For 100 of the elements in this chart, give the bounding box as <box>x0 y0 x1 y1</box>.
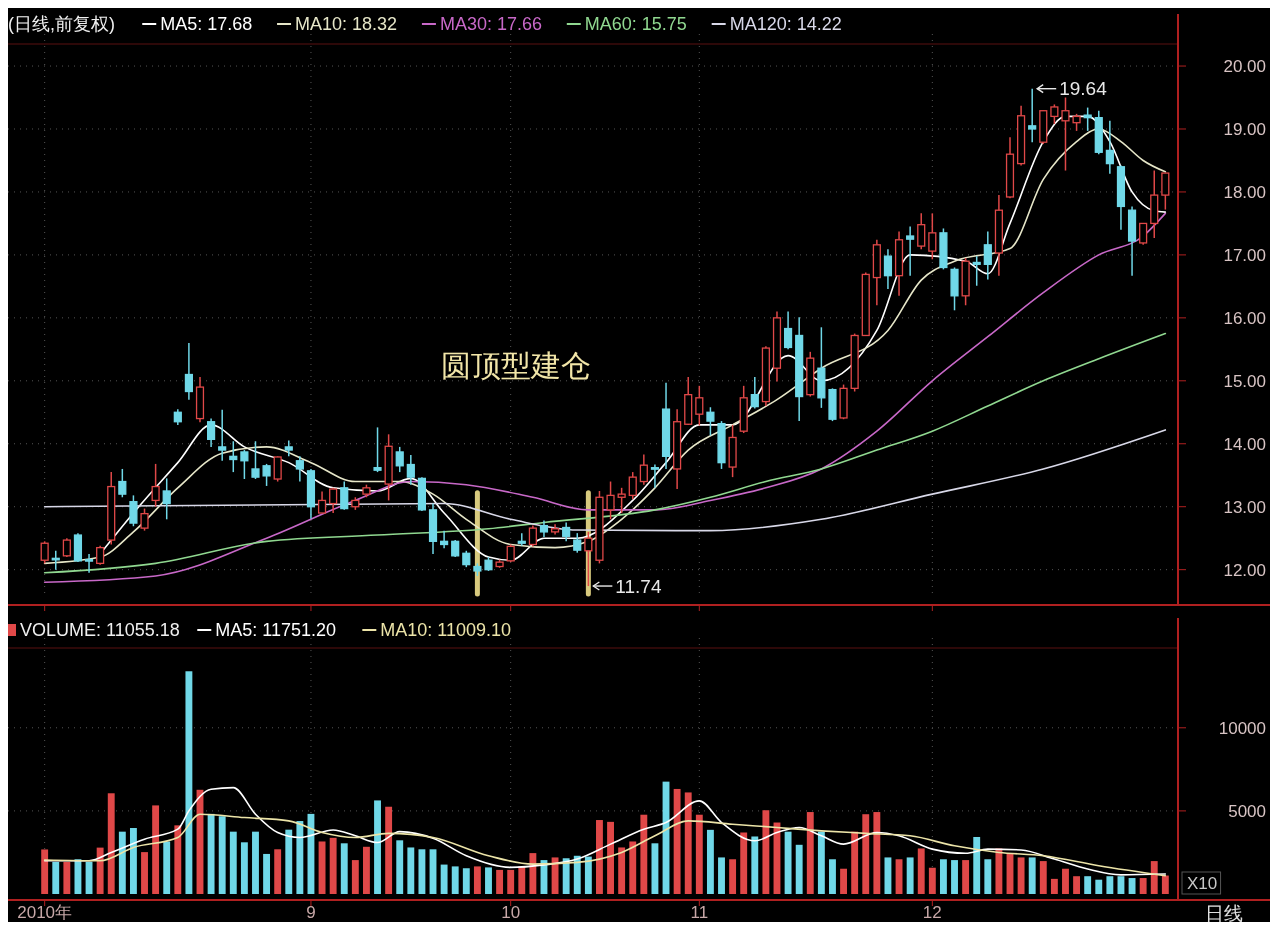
candlestick <box>1061 96 1070 172</box>
bar <box>462 868 470 894</box>
y-tick-label: 18.00 <box>1223 182 1266 202</box>
candlestick <box>251 440 260 480</box>
bar <box>163 841 171 894</box>
bar <box>229 831 237 894</box>
y-tick-label: 17.00 <box>1223 245 1266 265</box>
bar <box>41 849 49 894</box>
line-series <box>43 786 1167 876</box>
candlestick <box>562 521 571 543</box>
bar <box>995 848 1003 894</box>
bar <box>951 860 958 894</box>
bar <box>928 867 936 894</box>
candlestick <box>650 463 660 489</box>
y-tick-label: 13.00 <box>1223 497 1266 517</box>
legend-label: MA5: 17.68 <box>160 14 253 34</box>
candlestick <box>118 468 127 499</box>
x-tick-label: 10 <box>501 903 521 922</box>
bar <box>984 859 992 894</box>
x-tick-label: 11 <box>690 903 709 922</box>
line-series <box>43 813 1167 877</box>
candlestick <box>695 385 704 427</box>
candlestick <box>972 255 981 287</box>
bar <box>396 840 404 894</box>
bar <box>252 831 259 894</box>
candlestick <box>783 310 793 351</box>
candlestick <box>883 248 893 290</box>
candlestick <box>573 532 582 554</box>
candlestick <box>639 453 648 486</box>
candlestick <box>706 406 715 437</box>
bar <box>418 849 426 894</box>
bar <box>551 857 559 894</box>
bar <box>607 821 614 894</box>
bar <box>152 805 160 894</box>
candlestick <box>317 490 327 514</box>
bar <box>718 857 725 894</box>
x-tick-label: 12 <box>922 903 942 922</box>
y-tick-label: 20.00 <box>1223 56 1266 76</box>
bar <box>562 858 570 894</box>
bar <box>973 836 981 894</box>
bar <box>185 671 193 894</box>
candlestick <box>1161 172 1170 211</box>
bar <box>440 864 448 894</box>
bar <box>296 821 304 894</box>
y-tick-label: 15.00 <box>1223 371 1266 391</box>
bar <box>207 813 215 894</box>
bar <box>729 859 737 894</box>
bar <box>118 831 126 894</box>
bar <box>695 814 703 894</box>
candlestick <box>240 449 249 480</box>
bar <box>618 847 626 894</box>
candlestick <box>917 212 926 250</box>
candlestick <box>62 537 71 558</box>
bar <box>496 869 504 894</box>
bar <box>285 829 293 894</box>
y-tick-label: 5000 <box>1228 801 1266 821</box>
candlestick <box>406 454 415 486</box>
bar <box>141 852 148 894</box>
bar <box>1039 861 1047 894</box>
y-tick-label: 16.00 <box>1223 308 1266 328</box>
candlestick <box>151 463 160 508</box>
bar <box>129 828 137 894</box>
bar <box>1028 857 1036 894</box>
bar <box>218 816 226 894</box>
bar <box>651 843 659 894</box>
candlestick <box>262 463 271 487</box>
bar <box>529 853 537 894</box>
bar <box>584 856 592 894</box>
bar <box>240 842 248 894</box>
candlestick <box>373 426 382 473</box>
candlestick <box>1028 87 1037 143</box>
candlestick <box>207 417 216 448</box>
bar <box>374 800 381 894</box>
candlestick <box>84 553 94 574</box>
y-tick-label: 14.00 <box>1223 434 1266 454</box>
candlestick <box>273 455 282 483</box>
bar <box>596 820 603 894</box>
candlestick <box>229 440 238 473</box>
bar <box>263 853 271 894</box>
legend-label: MA30: 17.66 <box>439 14 542 34</box>
bar <box>96 847 104 894</box>
candlestick <box>606 480 615 521</box>
bar <box>1050 878 1058 894</box>
bar <box>962 860 970 894</box>
bar <box>1139 878 1147 894</box>
bar <box>1106 876 1114 894</box>
bar <box>573 855 581 894</box>
candlestick <box>906 225 915 277</box>
bar <box>806 812 814 894</box>
candlestick <box>1105 120 1114 175</box>
bar <box>107 793 115 894</box>
annotation: 11.74 <box>615 575 662 597</box>
bar <box>340 843 348 894</box>
candlestick <box>440 529 449 550</box>
bar <box>784 831 792 894</box>
candlestick <box>617 487 626 514</box>
legend-label: MA10: 11009.10 <box>380 620 512 640</box>
candlestick <box>184 342 193 401</box>
bar <box>385 806 393 894</box>
bar <box>1084 876 1092 894</box>
